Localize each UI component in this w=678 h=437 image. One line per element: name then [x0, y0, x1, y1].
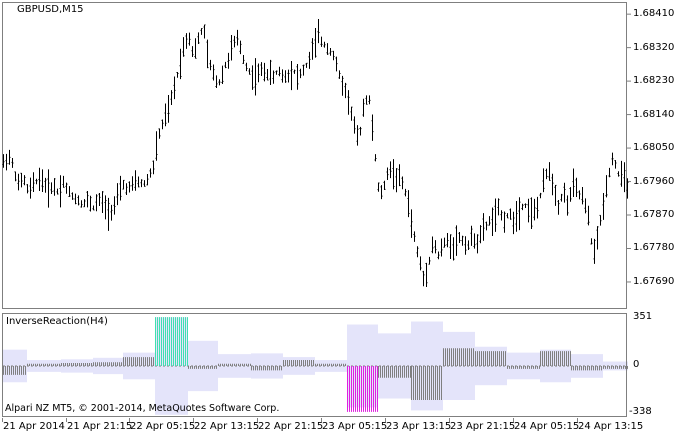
time-tick-label: 23 Apr 13:15: [386, 421, 452, 432]
indicator-scale-zero: 0: [633, 359, 640, 370]
symbol-label: GBPUSD,M15: [17, 4, 84, 15]
indicator-scale-top: 351: [633, 311, 653, 322]
price-tick-label: 1.68410: [633, 8, 675, 20]
time-tick-label: 22 Apr 05:15: [130, 421, 196, 432]
price-tick-label: 1.68140: [633, 108, 675, 120]
time-tick-label: 21 Apr 21:15: [67, 421, 133, 432]
price-tick-label: 1.68320: [633, 41, 675, 53]
indicator-panel: [2, 313, 627, 417]
price-tick-label: 1.68050: [633, 142, 675, 154]
price-tick-label: 1.67870: [633, 209, 675, 220]
price-tick-label: 1.68230: [633, 75, 675, 87]
indicator-title: InverseReaction(H4): [6, 316, 108, 327]
time-tick-label: 22 Apr 13:15: [194, 421, 260, 432]
time-tick-label: 23 Apr 05:15: [322, 421, 388, 432]
price-tick-label: 1.67780: [633, 242, 675, 254]
indicator-band: [218, 354, 251, 378]
price-tick-label: 1.67960: [633, 175, 675, 187]
copyright-text: Alpari NZ MT5, © 2001-2014, MetaQuotes S…: [5, 403, 280, 414]
time-tick-label: 21 Apr 2014: [3, 421, 65, 432]
main-chart-panel: [2, 2, 627, 309]
time-tick-label: 22 Apr 21:15: [258, 421, 324, 432]
time-tick-label: 24 Apr 05:15: [514, 421, 580, 432]
price-tick-label: 1.67690: [633, 275, 675, 287]
time-tick-label: 23 Apr 21:15: [450, 421, 516, 432]
time-tick-label: 24 Apr 13:15: [578, 421, 644, 432]
indicator-scale-bottom: -338: [629, 406, 652, 417]
